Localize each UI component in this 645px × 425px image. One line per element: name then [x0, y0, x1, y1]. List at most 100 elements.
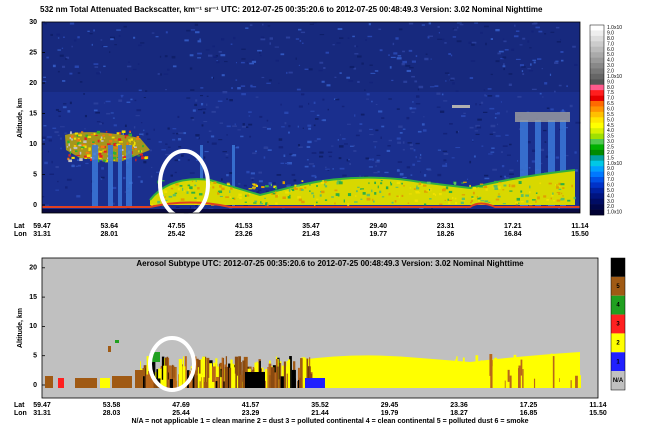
noise [143, 161, 146, 163]
y-tick-label: 10 [29, 141, 37, 148]
layer-speck [521, 194, 524, 197]
subtype-column [146, 375, 148, 388]
noise [380, 49, 383, 51]
noise [231, 44, 233, 45]
cloud-speck [97, 131, 100, 134]
colorbar-cell [590, 90, 604, 96]
noise [195, 31, 199, 33]
noise [418, 131, 422, 133]
colorbar-cell [590, 166, 604, 172]
cloud-speck [98, 140, 100, 143]
layer-speck [496, 199, 499, 201]
noise [469, 161, 471, 163]
noise [381, 126, 384, 128]
noise [172, 56, 176, 58]
subtype-column [267, 367, 268, 388]
noise [251, 177, 255, 179]
noise [141, 122, 142, 123]
noise [495, 117, 497, 119]
layer-speck [477, 196, 478, 198]
subtype-column [510, 376, 512, 388]
subtype-column [173, 378, 175, 388]
layer-speck [452, 197, 453, 199]
colorbar-cell [590, 96, 604, 102]
subtype-column [518, 366, 520, 388]
layer-speck [517, 198, 520, 201]
noise [47, 136, 52, 137]
layer-speck [433, 193, 435, 195]
noise [560, 51, 563, 53]
noise [475, 103, 476, 105]
cloud-speck [74, 147, 78, 149]
noise [377, 155, 381, 156]
noise [416, 143, 420, 144]
noise [261, 37, 264, 39]
layer-speck [561, 193, 562, 195]
noise [172, 128, 176, 129]
noise [325, 169, 329, 170]
noise [147, 139, 150, 140]
noise [63, 37, 65, 38]
noise [388, 54, 389, 56]
noise [375, 146, 376, 148]
layer-speck [448, 201, 450, 204]
layer-speck [316, 202, 318, 204]
y-tick-label: 15 [29, 294, 37, 301]
cloud-speck [119, 141, 123, 143]
lon-label: 16.84 [504, 231, 522, 238]
noise [160, 73, 162, 75]
noise [342, 175, 346, 177]
noise [514, 35, 519, 37]
noise [302, 43, 304, 44]
subtype-column [578, 375, 581, 388]
noise [146, 133, 149, 135]
layer-speck [232, 198, 234, 199]
noise [572, 46, 576, 48]
layer-speck [245, 195, 247, 197]
noise [111, 112, 114, 113]
noise [164, 74, 169, 75]
noise [310, 24, 314, 25]
subtype-block [112, 376, 132, 388]
subtype-column [507, 382, 510, 388]
noise [74, 40, 76, 42]
noise [303, 128, 304, 129]
layer-speck [334, 202, 335, 204]
noise [416, 103, 420, 104]
noise [373, 141, 377, 142]
subtype-block [115, 340, 119, 343]
noise [213, 77, 214, 79]
layer-speck [396, 187, 399, 188]
noise [532, 60, 536, 61]
noise [242, 126, 246, 128]
noise [63, 106, 67, 108]
noise [305, 166, 309, 168]
layer-speck [230, 187, 233, 189]
layer-speck [331, 196, 334, 197]
noise [184, 39, 188, 41]
noise [260, 38, 265, 40]
y-tick-label: 25 [29, 49, 37, 56]
lat-label: 53.64 [100, 223, 118, 230]
subtype-column [549, 359, 551, 388]
noise [288, 72, 292, 74]
noise [397, 108, 400, 110]
cloud-speck [99, 151, 100, 152]
noise [509, 144, 512, 146]
y-tick-label: 15 [29, 110, 37, 117]
noise [94, 102, 99, 104]
layer-speck [494, 185, 498, 188]
cloud-speck [77, 139, 81, 141]
subtype-column [561, 381, 562, 388]
noise [264, 147, 269, 149]
noise [369, 23, 371, 25]
noise [127, 102, 131, 103]
colorbar-cell [590, 68, 604, 74]
noise [354, 53, 358, 54]
noise [463, 113, 466, 114]
noise [445, 80, 446, 81]
layer-speck [164, 190, 167, 193]
noise [479, 104, 481, 105]
noise [177, 116, 179, 118]
noise [328, 151, 332, 152]
